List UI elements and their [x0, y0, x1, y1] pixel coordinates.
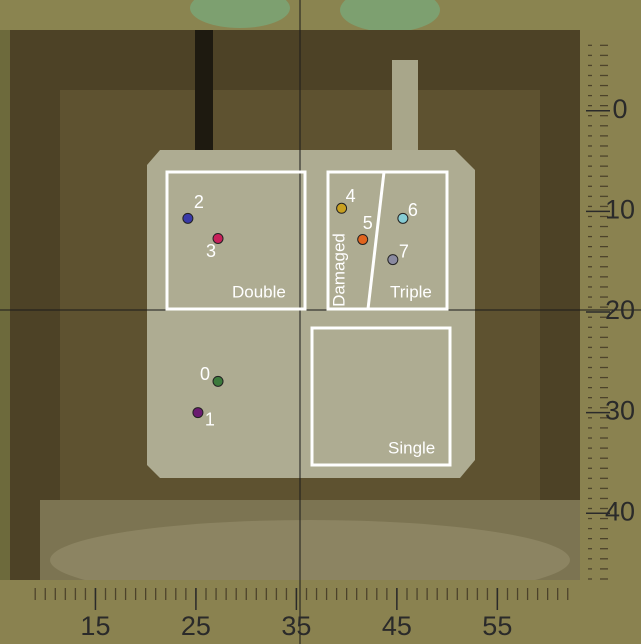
point-label: 5: [363, 213, 373, 233]
point-label: 4: [346, 186, 356, 206]
point: [193, 408, 203, 418]
point-label: 1: [205, 409, 215, 429]
point: [358, 234, 368, 244]
x-tick-label: 25: [181, 611, 211, 641]
point: [398, 213, 408, 223]
region-label: Triple: [390, 282, 432, 301]
y-tick-label: 40: [605, 496, 635, 526]
x-tick-label: 35: [281, 611, 311, 641]
x-tick-label: 55: [482, 611, 512, 641]
y-tick-label: 20: [605, 295, 635, 325]
point: [213, 376, 223, 386]
region-label: Single: [388, 438, 435, 457]
y-tick-label: 30: [605, 396, 635, 426]
x-tick-label: 15: [80, 611, 110, 641]
x-tick-label: 45: [382, 611, 412, 641]
point-label: 3: [206, 241, 216, 261]
y-tick-label: 10: [605, 194, 635, 224]
y-tick-label: 0: [612, 94, 627, 124]
point-label: 6: [408, 200, 418, 220]
photo-background: [0, 0, 641, 644]
region-label: Damaged: [329, 233, 348, 307]
point: [183, 213, 193, 223]
point-label: 2: [194, 192, 204, 212]
point-label: 0: [200, 364, 210, 384]
point: [388, 255, 398, 265]
point-label: 7: [399, 241, 409, 261]
chart: Double Damaged Triple Single 15253545550…: [0, 0, 641, 644]
region-label: Double: [232, 282, 286, 301]
